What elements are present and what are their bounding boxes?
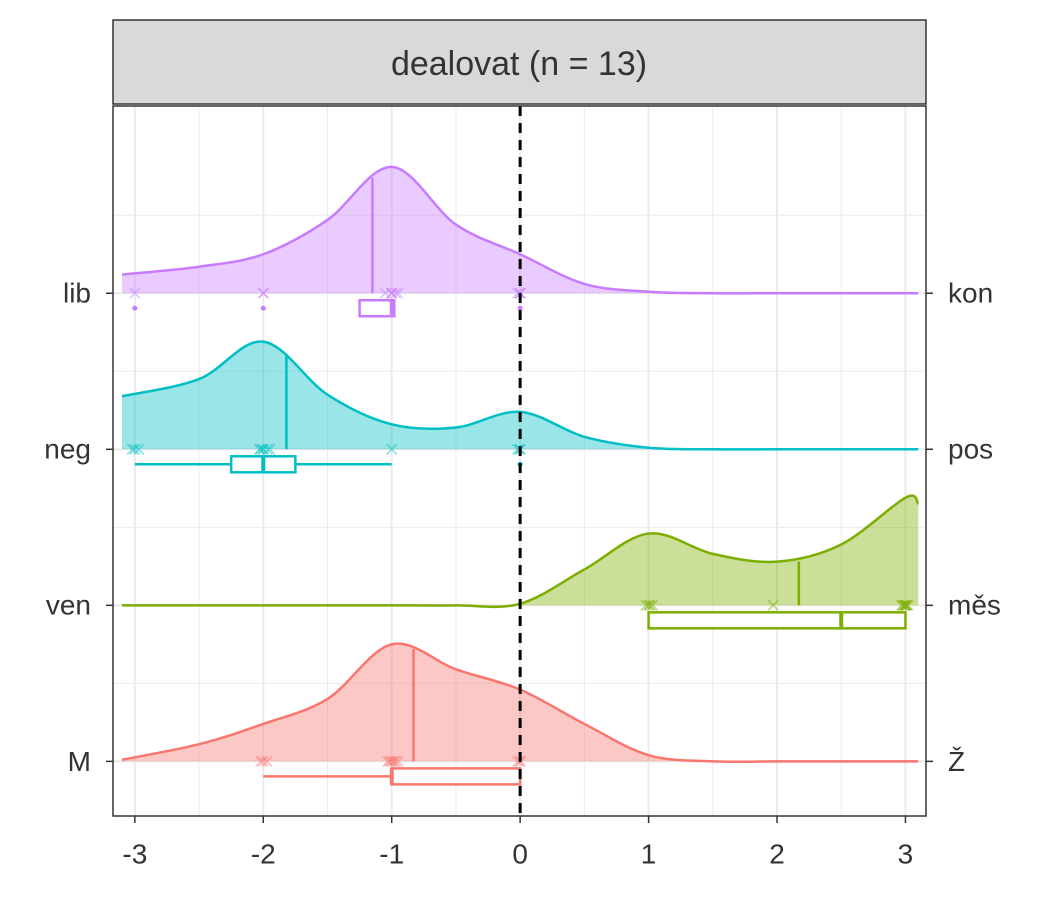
point	[129, 287, 141, 299]
density-line	[121, 642, 919, 764]
point	[899, 599, 911, 611]
point	[390, 287, 402, 299]
point	[255, 755, 267, 767]
point	[264, 443, 276, 455]
point	[390, 755, 402, 767]
x-tick-label: 2	[769, 838, 785, 869]
x-tick-label: 1	[641, 838, 657, 869]
density-line	[121, 165, 919, 295]
point	[255, 443, 267, 455]
y-tick-label: M	[68, 746, 91, 777]
box	[358, 299, 396, 318]
strip	[112, 19, 927, 105]
point	[640, 599, 652, 611]
marks	[121, 106, 920, 816]
point	[767, 599, 779, 611]
point	[896, 599, 908, 611]
y-tick-label: ven	[46, 590, 91, 621]
point	[126, 443, 138, 455]
point	[386, 755, 398, 767]
box	[390, 767, 522, 786]
x-tick-label: -3	[122, 838, 147, 869]
point	[257, 755, 269, 767]
point	[643, 599, 655, 611]
y-tick-label: neg	[44, 434, 91, 465]
outlier	[260, 305, 266, 311]
point	[392, 287, 404, 299]
outlier	[132, 305, 138, 311]
chart-title: dealovat (n = 13)	[391, 45, 647, 83]
y2-tick-label: měs	[948, 590, 1001, 621]
density-area	[121, 495, 919, 607]
point	[129, 443, 141, 455]
outlier	[517, 305, 523, 311]
y-tick-label: lib	[63, 278, 91, 309]
x-tick-label: -2	[251, 838, 276, 869]
point	[901, 599, 913, 611]
point	[386, 443, 398, 455]
density-area	[121, 166, 919, 294]
x-tick-label: -1	[379, 838, 404, 869]
y2-tick-label: kon	[948, 278, 993, 309]
point	[644, 599, 656, 611]
x-tick-label: 0	[512, 838, 528, 869]
density-line	[121, 494, 920, 609]
y2-tick-label: pos	[948, 434, 993, 465]
density-line	[121, 340, 919, 451]
point	[897, 599, 909, 611]
point	[898, 599, 910, 611]
density-area	[121, 341, 919, 450]
box	[647, 611, 907, 630]
y2-tick-label: Ž	[948, 746, 965, 777]
x-tick-label: 3	[898, 838, 914, 869]
point	[257, 287, 269, 299]
